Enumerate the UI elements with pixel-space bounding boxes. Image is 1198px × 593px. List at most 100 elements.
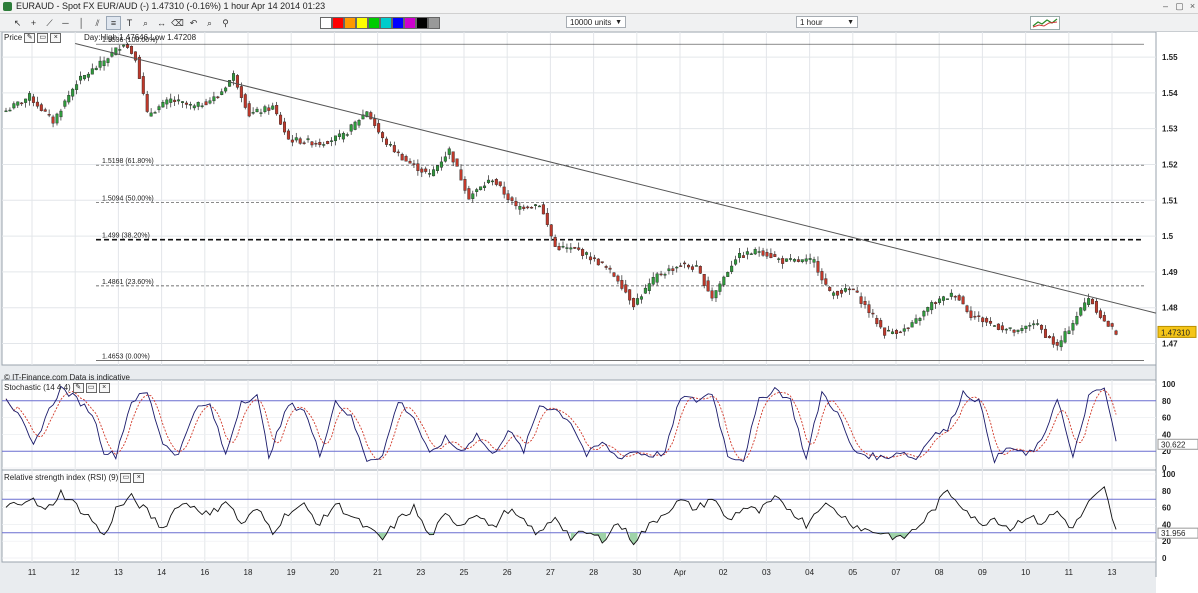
candle-body (388, 144, 392, 146)
interval-select[interactable]: 1 hour ▼ (796, 16, 858, 28)
color-swatch[interactable] (404, 17, 416, 29)
window-icon[interactable]: ▭ (85, 383, 97, 393)
candle-body (165, 99, 169, 105)
text-icon[interactable]: T (126, 18, 133, 28)
color-swatch[interactable] (428, 17, 440, 29)
candle-body (526, 206, 530, 209)
candle-body (200, 105, 204, 107)
close-icon[interactable]: × (98, 383, 110, 393)
candle-body (859, 296, 863, 304)
color-swatch[interactable] (320, 17, 332, 29)
chart-type-icon[interactable] (1030, 16, 1060, 30)
x-tick-label: 05 (848, 568, 857, 577)
candle-body (1043, 328, 1047, 338)
candle-body (588, 256, 592, 261)
window-icon[interactable]: ▭ (120, 473, 132, 483)
trendline-icon[interactable]: ⟋ (46, 18, 53, 28)
stochastic-panel (1, 379, 1157, 473)
color-swatch[interactable] (344, 17, 356, 29)
color-swatch[interactable] (416, 17, 428, 29)
pin-icon[interactable]: ⚲ (222, 18, 229, 28)
candle-body (204, 101, 208, 106)
candle-body (596, 258, 600, 266)
stoch-d-line (5, 389, 1117, 461)
color-swatch[interactable] (392, 17, 404, 29)
candle-body (710, 290, 714, 299)
units-select[interactable]: 10000 units ▼ (566, 16, 626, 28)
window-icon[interactable]: ▭ (37, 33, 49, 43)
maximize-icon[interactable]: ▢ (1175, 1, 1184, 11)
color-swatch[interactable] (356, 17, 368, 29)
candle-body (255, 108, 259, 113)
candle-body (930, 302, 934, 311)
candle-body (690, 266, 694, 270)
color-swatch[interactable] (380, 17, 392, 29)
candle-body (259, 112, 263, 114)
candle-body (1110, 323, 1114, 327)
pointer-icon[interactable]: ↖ (13, 18, 22, 28)
crosshair-icon[interactable]: + (30, 18, 37, 28)
x-tick-label: 19 (287, 568, 296, 577)
candle-body (989, 320, 993, 324)
candle-body (483, 185, 487, 188)
x-tick-label: 08 (935, 568, 944, 577)
candle-body (734, 259, 738, 265)
candle-body (765, 252, 769, 257)
vertical-line-icon[interactable]: │ (78, 18, 85, 28)
candle-body (294, 137, 298, 141)
candle-body (867, 304, 871, 314)
candle-body (106, 58, 110, 63)
wrench-icon[interactable]: ✎ (24, 33, 36, 43)
candle-body (871, 312, 875, 315)
candle-body (333, 135, 337, 142)
price-tick-label: 1.48 (1162, 304, 1178, 313)
candle-body (424, 168, 428, 172)
candle-body (922, 310, 926, 317)
color-swatch[interactable] (368, 17, 380, 29)
chevron-down-icon: ▼ (615, 19, 622, 26)
close-icon[interactable]: × (133, 473, 145, 483)
fibonacci-icon[interactable]: ≡ (106, 16, 121, 30)
wrench-icon[interactable]: ✎ (72, 383, 84, 393)
candle-body (435, 165, 439, 171)
stoch-last-value: 30.622 (1161, 440, 1186, 449)
candle-body (220, 91, 224, 95)
zoom-icon[interactable]: ⌕ (142, 18, 149, 28)
stochastic-label-text: Stochastic (14 4 4) (4, 383, 71, 393)
candle-body (851, 288, 855, 291)
candle-body (981, 317, 985, 323)
candle-body (1075, 316, 1079, 325)
x-tick-label: 20 (330, 568, 339, 577)
parallel-channel-icon[interactable]: ⫽ (95, 18, 100, 28)
candle-body (51, 116, 55, 124)
color-swatch[interactable] (332, 17, 344, 29)
x-tick-label: 07 (892, 568, 901, 577)
candle-body (820, 271, 824, 281)
fibonacci-label: 1.499 (38.20%) (102, 233, 150, 240)
candle-body (973, 315, 977, 318)
horizontal-line-icon[interactable]: ─ (62, 18, 69, 28)
minimize-icon[interactable]: – (1162, 1, 1168, 11)
candle-body (785, 258, 789, 262)
candle-body (749, 253, 753, 255)
measure-icon[interactable]: ↔ (157, 18, 166, 28)
close-icon[interactable]: × (1189, 1, 1196, 11)
search-icon[interactable]: ⌕ (206, 18, 213, 28)
delete-icon[interactable]: ⌫ (171, 18, 184, 28)
x-tick-label: 13 (1108, 568, 1117, 577)
candle-body (1094, 300, 1098, 313)
x-tick-label: 10 (1021, 568, 1030, 577)
fibonacci-label: 1.4861 (23.60%) (102, 279, 154, 286)
candle-body (600, 261, 604, 263)
candle-body (471, 193, 475, 199)
x-tick-label: 03 (762, 568, 771, 577)
candle-body (349, 124, 353, 132)
undo-icon[interactable]: ↶ (189, 18, 198, 28)
candle-body (843, 288, 847, 292)
candle-body (188, 103, 192, 106)
candle-body (545, 212, 549, 225)
rsi-label-text: Relative strength index (RSI) (9) (4, 473, 119, 483)
candle-body (192, 105, 196, 109)
close-icon[interactable]: × (50, 33, 62, 43)
x-tick-label: 18 (244, 568, 253, 577)
